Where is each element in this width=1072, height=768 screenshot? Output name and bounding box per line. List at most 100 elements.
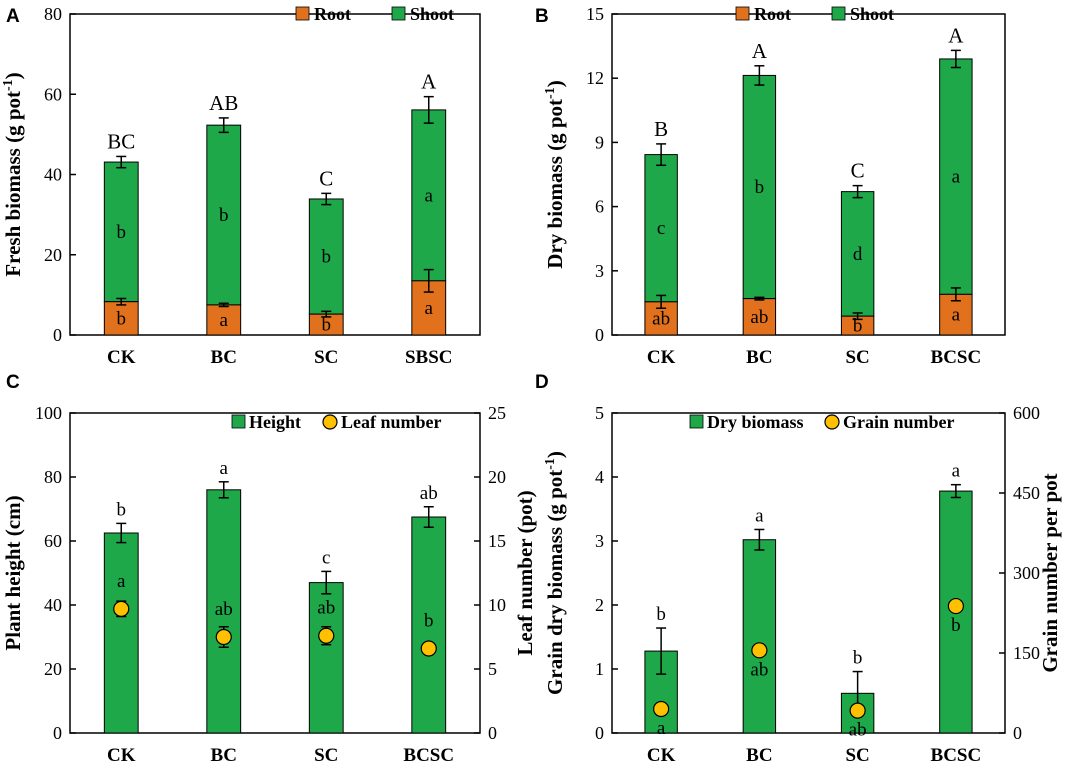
sig-letter-bar: a <box>952 461 961 482</box>
sig-letter-bar: b <box>853 648 863 669</box>
legend: Root Shoot <box>735 4 894 24</box>
point-leaf-number <box>215 628 232 646</box>
bar-shoot <box>742 74 777 300</box>
panel-letter: C <box>6 372 20 393</box>
legend-swatch-root <box>295 6 310 21</box>
y-tick-label: 5 <box>595 403 604 423</box>
x-category-label: SC <box>845 745 869 766</box>
y2-tick-label: 600 <box>1013 403 1040 423</box>
sig-letter-total: A <box>752 39 768 63</box>
sig-letter-shoot: a <box>425 185 434 206</box>
y-axis-title: Fresh biomass (g pot-1) <box>1 72 25 276</box>
sig-letter-root: b <box>117 308 127 329</box>
sig-letter-bar: c <box>322 547 330 568</box>
sig-letter-point: b <box>951 615 961 636</box>
bar-height <box>103 532 139 734</box>
y-tick-label: 100 <box>35 403 62 423</box>
sig-letter-total: A <box>948 23 964 47</box>
sig-letter-bar: ab <box>420 483 438 504</box>
point-grain-number <box>849 702 866 719</box>
bar-root <box>103 301 139 336</box>
legend-swatch-shoot <box>831 6 846 21</box>
legend-swatch-bar <box>231 414 246 429</box>
x-category-label: BC <box>746 745 772 766</box>
sig-letter-shoot: d <box>853 244 863 265</box>
bar-shoot <box>206 124 242 306</box>
x-category-label: BC <box>211 745 237 766</box>
legend: Dry biomass Grain number <box>689 412 955 432</box>
x-category-label: SBSC <box>405 347 453 368</box>
y2-tick-label: 0 <box>488 723 497 743</box>
sig-letter-total: AB <box>209 91 238 115</box>
panel-letter: D <box>535 372 549 393</box>
legend-swatch-shoot <box>391 6 406 21</box>
sig-letter-shoot: b <box>755 177 765 198</box>
y-tick-label: 15 <box>586 4 604 24</box>
sig-letter-point: ab <box>317 598 335 619</box>
y-tick-label: 60 <box>44 84 62 104</box>
sig-letter-point: a <box>117 571 126 592</box>
point-grain-number <box>947 597 964 615</box>
legend-label-bar: Height <box>249 412 301 432</box>
sig-letter-total: BC <box>107 129 135 153</box>
sig-letter-point: ab <box>750 659 768 680</box>
point-grain-number <box>653 700 670 718</box>
y-tick-label: 60 <box>44 531 62 551</box>
sig-letter-shoot: b <box>219 205 229 226</box>
sig-letter-shoot: a <box>952 167 961 188</box>
x-category-label: SC <box>314 745 338 766</box>
bar-root <box>206 304 242 336</box>
legend: Height Leaf number <box>231 412 442 432</box>
legend-label-point: Leaf number <box>341 412 442 432</box>
x-category-label: CK <box>107 347 136 368</box>
y-tick-label: 0 <box>595 723 604 743</box>
legend: Root Shoot <box>295 4 454 24</box>
y-tick-label: 9 <box>595 132 604 152</box>
bar-height <box>308 582 344 734</box>
sig-letter-bar: b <box>117 499 127 520</box>
sig-letter-point: b <box>424 611 434 632</box>
point-leaf-number <box>420 640 437 657</box>
legend-swatch-point <box>322 414 338 430</box>
legend-label-root: Root <box>754 4 791 24</box>
y2-tick-label: 25 <box>488 403 506 423</box>
point-leaf-number <box>113 600 130 617</box>
bar-height <box>206 489 242 734</box>
sig-letter-root: ab <box>652 308 670 329</box>
y2-tick-label: 450 <box>1013 483 1040 503</box>
sig-letter-total: A <box>421 70 437 94</box>
y2-tick-label: 300 <box>1013 563 1040 583</box>
point-grain-number <box>751 642 768 659</box>
y-tick-label: 40 <box>44 165 62 185</box>
y2-axis-title: Grain number per pot <box>1038 473 1062 672</box>
panel-d: D 0 1 2 3 4 5 Grain dry biomass (g pot-1) 0 150 30… <box>535 372 1062 766</box>
legend-label-bar: Dry biomass <box>707 412 804 432</box>
x-category-label: SC <box>845 347 869 368</box>
y-tick-label: 0 <box>53 723 62 743</box>
legend-label-shoot: Shoot <box>410 4 454 24</box>
y2-axis-title: Leaf number (pot) <box>513 490 537 655</box>
y2-tick-label: 20 <box>488 467 506 487</box>
y-tick-label: 20 <box>44 245 62 265</box>
y2-tick-label: 5 <box>488 659 497 679</box>
x-category-label: CK <box>647 347 676 368</box>
sig-letter-root: a <box>425 298 434 319</box>
legend-label-root: Root <box>314 4 351 24</box>
panel-a: A 0 20 40 60 80 Fresh biomass (g pot-1) CK BC SC S… <box>1 4 481 368</box>
legend-label-shoot: Shoot <box>850 4 894 24</box>
sig-letter-shoot: b <box>322 247 332 268</box>
y2-tick-label: 150 <box>1013 643 1040 663</box>
y-tick-label: 2 <box>595 595 604 615</box>
sig-letter-root: a <box>952 305 961 326</box>
y2-tick-label: 15 <box>488 531 506 551</box>
bar-dry-biomass <box>742 539 777 734</box>
sig-letter-root: b <box>322 315 332 336</box>
y-axis-title: Plant height (cm) <box>1 495 25 650</box>
bar-shoot <box>411 109 447 282</box>
legend-swatch-root <box>735 6 750 21</box>
x-category-label: BCSC <box>931 347 982 368</box>
y2-tick-label: 10 <box>488 595 506 615</box>
sig-letter-bar: a <box>220 458 229 479</box>
